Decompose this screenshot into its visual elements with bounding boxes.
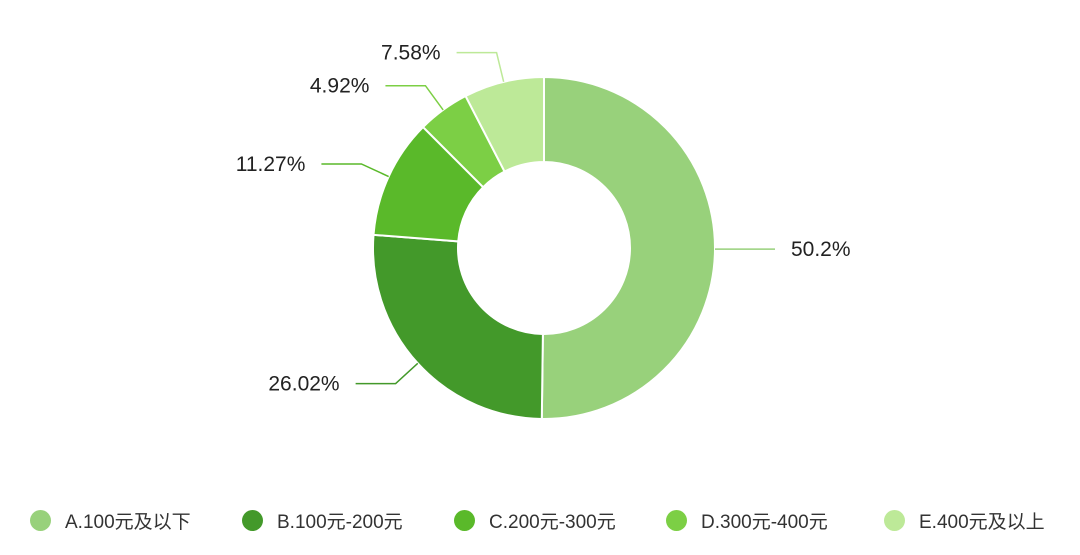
legend-item[interactable]: A.100元及以下 <box>30 507 242 534</box>
legend: A.100元及以下 B.100元-200元 C.200元-300元 D.300元-40… <box>30 507 1080 534</box>
legend-label: D.300元-400元 <box>701 512 828 533</box>
legend-item[interactable]: C.200元-300元 <box>454 507 666 534</box>
donut-chart: 50.2% 26.02% 11.27% 4.92% 7.58% <box>236 42 851 420</box>
legend-dot-icon <box>454 510 475 531</box>
legend-label: B.100元-200元 <box>277 512 403 533</box>
legend-item[interactable]: D.300元-400元 <box>666 507 884 534</box>
leader-line <box>321 163 389 178</box>
data-label: 11.27% <box>236 153 306 176</box>
legend-dot-icon <box>30 510 51 531</box>
donut-slice[interactable] <box>540 75 716 420</box>
legend-label: E.400元及以上 <box>919 512 1045 533</box>
legend-label: A.100元及以下 <box>65 512 191 533</box>
data-label: 26.02% <box>268 373 339 396</box>
data-label: 7.58% <box>381 42 441 65</box>
legend-dot-icon <box>884 510 905 531</box>
legend-item[interactable]: B.100元-200元 <box>242 507 454 534</box>
legend-dot-icon <box>666 510 687 531</box>
leader-line <box>385 84 444 111</box>
donut-slice[interactable] <box>464 75 545 173</box>
data-label: 50.2% <box>791 238 851 261</box>
legend-label: C.200元-300元 <box>489 512 616 533</box>
data-label: 4.92% <box>310 75 370 98</box>
donut-slice[interactable] <box>372 233 544 420</box>
leader-line <box>355 362 419 385</box>
legend-item[interactable]: E.400元及以上 <box>884 507 1080 534</box>
leader-line <box>456 51 505 83</box>
legend-dot-icon <box>242 510 263 531</box>
